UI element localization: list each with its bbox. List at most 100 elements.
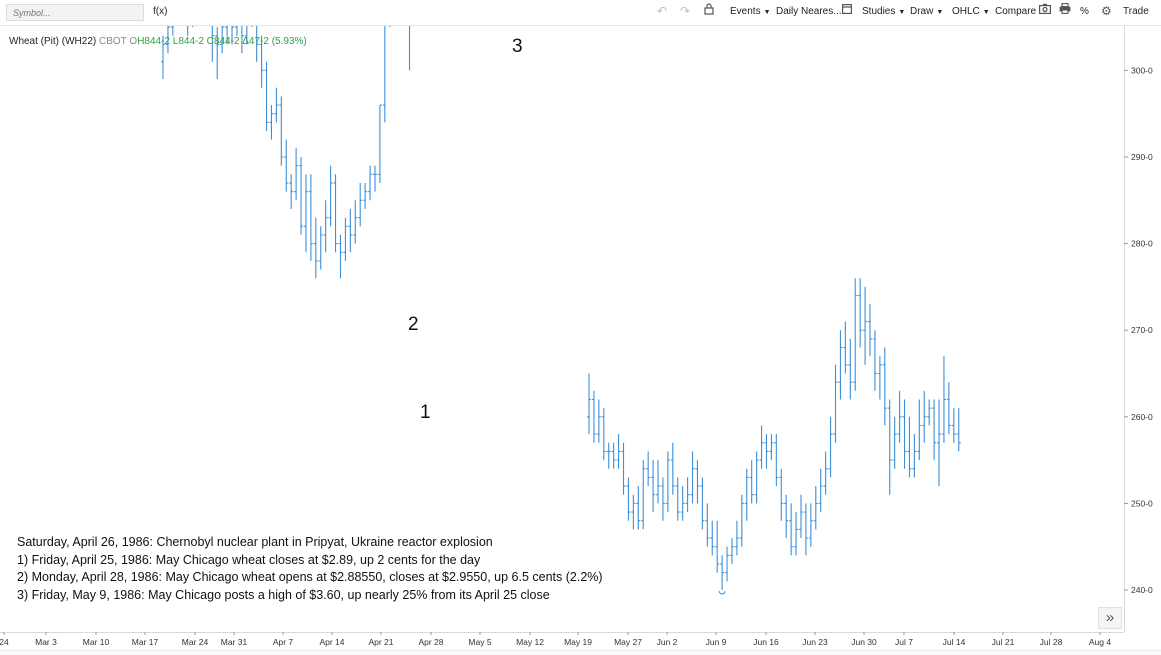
ohlc-bar — [833, 364, 838, 443]
ohlc-bar — [720, 555, 725, 590]
ohlc-bar — [596, 399, 601, 443]
x-tick-label: May 12 — [516, 637, 544, 647]
x-tick-label: Mar 3 — [35, 637, 57, 647]
ohlc-bar — [299, 157, 304, 235]
ohlc-bar — [274, 87, 279, 123]
ohlc-bar — [616, 434, 621, 469]
fx-button[interactable]: f(x) — [153, 6, 168, 17]
ohlc-bar — [912, 434, 917, 478]
ohlc-bar — [951, 408, 956, 443]
ohlc-bar — [779, 468, 784, 521]
ohlc-bar — [308, 174, 313, 261]
ohlc-bar — [611, 442, 616, 469]
x-tick-label: Mar 10 — [83, 637, 110, 647]
ohlc-bar — [251, 26, 253, 28]
ohlc-bar — [343, 217, 348, 261]
x-tick-label: Apr 28 — [418, 637, 443, 647]
y-tick-label: 240-0 — [1131, 585, 1153, 595]
x-tick-label: May 27 — [614, 637, 642, 647]
periodicity-menu[interactable]: Daily Neares... — [776, 6, 842, 17]
percent-icon[interactable]: % — [1080, 6, 1089, 17]
ohlc-bar — [872, 330, 877, 391]
x-tick-label: Apr 14 — [319, 637, 344, 647]
ohlc-bar — [220, 26, 225, 54]
camera-icon[interactable] — [1039, 3, 1052, 17]
trade-button[interactable]: Trade — [1123, 6, 1149, 17]
ohlc-bar — [927, 399, 932, 426]
scroll-to-end-button[interactable]: » — [1098, 607, 1122, 629]
ohlc-bar — [803, 503, 808, 556]
ohlc-bar — [289, 174, 294, 209]
ohlc-bar — [897, 390, 902, 443]
ohlc-bar — [656, 460, 661, 504]
chart-type-menu[interactable]: OHLC ▼ — [952, 6, 990, 17]
calendar-icon[interactable] — [842, 3, 853, 17]
ohlc-bar — [606, 442, 611, 469]
x-tick-label: Jun 23 — [802, 637, 828, 647]
ohlc-bar — [858, 278, 863, 348]
ohlc-bar — [818, 468, 823, 513]
lock-icon[interactable] — [704, 3, 714, 18]
gear-icon[interactable]: ⚙ — [1101, 4, 1112, 18]
print-icon[interactable] — [1059, 3, 1071, 17]
ohlc-bar — [892, 416, 897, 469]
instrument-name: Wheat (Pit) (WH22) — [9, 36, 97, 47]
ohlc-bar — [192, 26, 194, 28]
events-menu[interactable]: Events ▼ — [730, 6, 771, 17]
ohlc-bar — [601, 408, 606, 461]
marker-label-2: 2 — [408, 314, 419, 335]
x-tick-label: Apr 7 — [273, 637, 294, 647]
ohlc-bar — [279, 96, 284, 166]
ohlc-bar — [215, 27, 220, 80]
horizontal-scrollbar[interactable] — [0, 650, 1161, 655]
x-tick-label: Jun 2 — [657, 637, 678, 647]
x-tick-label: Jul 7 — [895, 637, 913, 647]
note-line: 1) Friday, April 25, 1986: May Chicago w… — [17, 552, 481, 567]
ohlc-bar — [680, 486, 685, 521]
ohlc-bar — [813, 486, 818, 530]
ohlc-bar — [798, 494, 803, 539]
x-tick-label: Mar 31 — [221, 637, 248, 647]
ohlc-bar — [323, 200, 328, 253]
ohlc-bar — [408, 26, 411, 71]
ohlc-bar — [211, 26, 215, 62]
ohlc-bar — [774, 434, 779, 487]
x-tick-label: Aug 4 — [1089, 637, 1111, 647]
ohlc-bar — [882, 347, 887, 426]
compare-button[interactable]: Compare — [995, 6, 1037, 17]
ohlc-bar — [917, 399, 922, 461]
ohlc-bar — [907, 416, 912, 478]
y-tick-label: 260-0 — [1131, 412, 1153, 422]
studies-menu[interactable]: Studies ▼ — [862, 6, 906, 17]
ohlc-bar — [284, 139, 289, 192]
ohlc-bar — [922, 390, 927, 443]
note-line: Saturday, April 26, 1986: Chernobyl nucl… — [17, 535, 493, 549]
ohlc-bar — [363, 182, 368, 209]
ohlc-bar — [848, 338, 853, 400]
draw-menu[interactable]: Draw ▼ — [910, 6, 944, 17]
redo-icon[interactable]: ↷ — [680, 4, 691, 18]
ohlc-bar — [328, 165, 333, 227]
ohlc-bar — [313, 217, 318, 279]
x-tick-label: Jul 21 — [992, 637, 1015, 647]
symbol-search-input[interactable] — [6, 4, 144, 21]
price-chart[interactable]: 240-0250-0260-0270-0280-0290-0300-0310-0… — [0, 26, 1161, 650]
ohlc-bar — [843, 321, 848, 374]
undo-icon[interactable]: ↶ — [657, 4, 668, 18]
y-tick-label: 270-0 — [1131, 325, 1153, 335]
ohlc-bar — [338, 234, 343, 279]
ohlc-bar — [675, 477, 680, 521]
ohlc-bar — [231, 26, 235, 45]
x-tick-label: Jul 28 — [1040, 637, 1063, 647]
ohlc-bar — [377, 104, 382, 183]
x-tick-label: May 5 — [468, 637, 491, 647]
x-tick-label: Mar 24 — [182, 637, 209, 647]
ohlc-bar — [244, 26, 248, 45]
ohlc-bar — [348, 208, 353, 253]
ohlc-bar — [769, 434, 774, 461]
ohlc-bar — [739, 494, 744, 547]
ohlc-bar — [734, 520, 739, 556]
ohlc-bar — [823, 451, 828, 495]
y-tick-label: 300-0 — [1131, 65, 1153, 75]
ohlc-bar — [631, 494, 636, 530]
